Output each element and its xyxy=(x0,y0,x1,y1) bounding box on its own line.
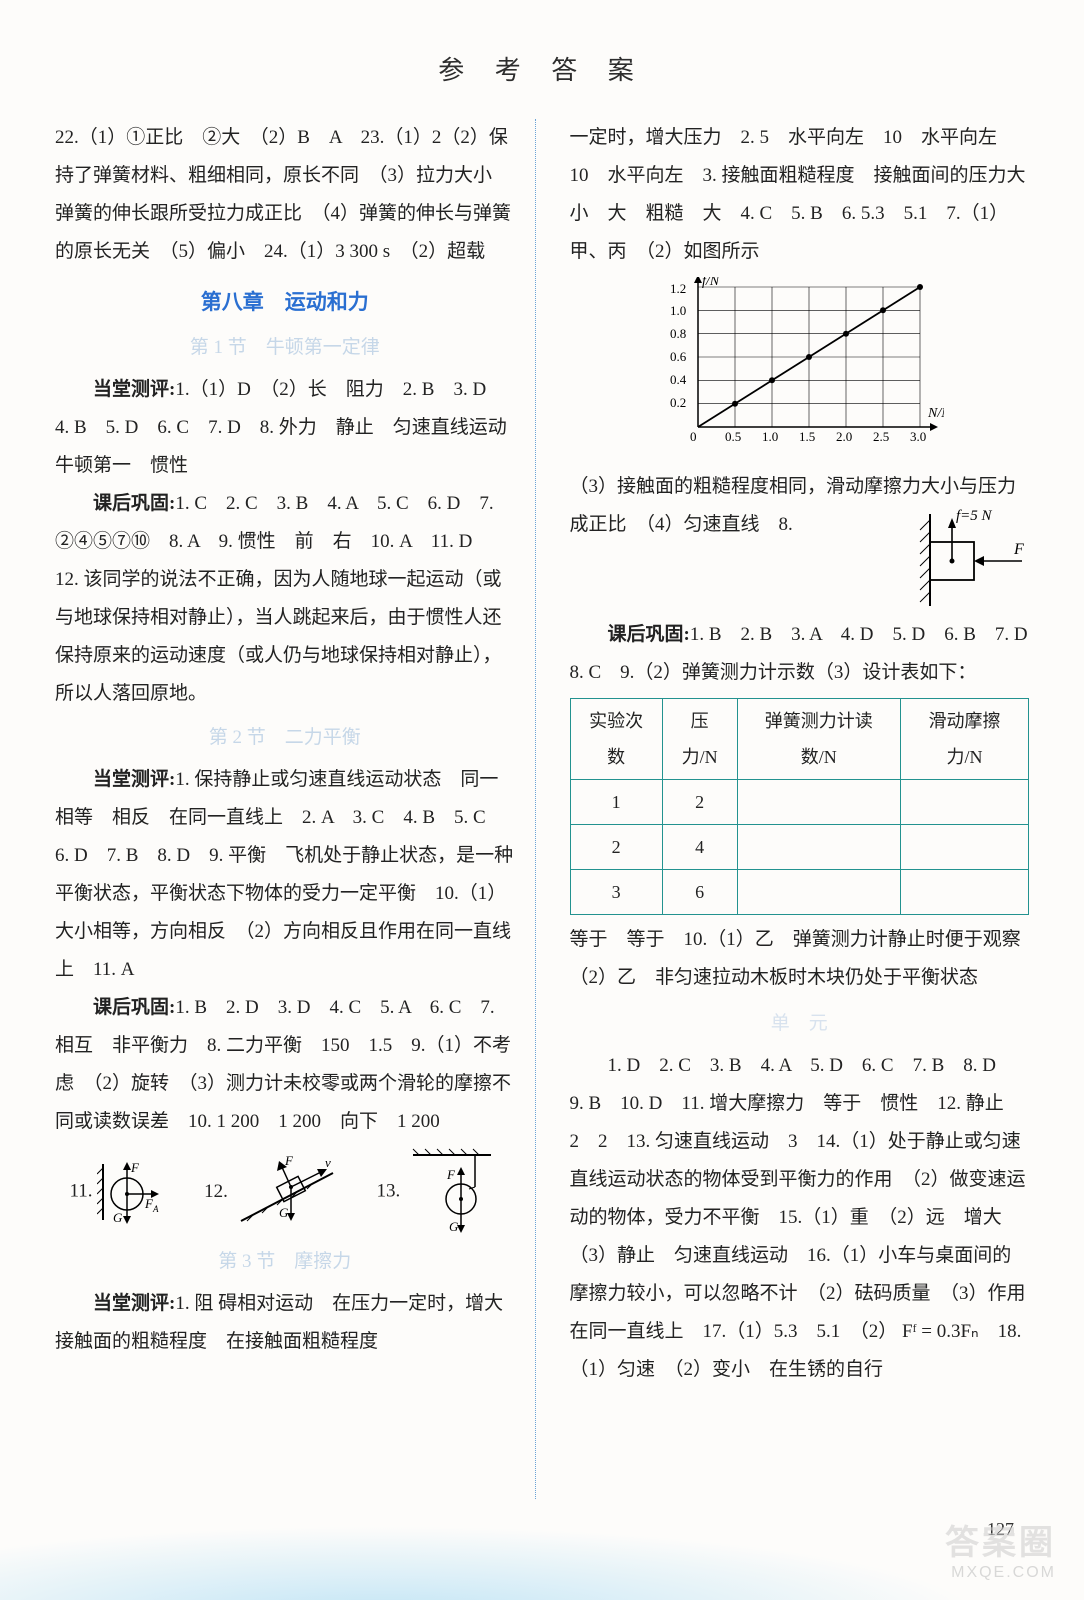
svg-text:v: v xyxy=(325,1155,331,1170)
diag-11-label: 11. xyxy=(69,1180,92,1201)
svg-text:f/N: f/N xyxy=(702,277,720,289)
td: 1 xyxy=(570,780,662,825)
diag-13-label: 13. xyxy=(377,1180,401,1201)
svg-text:1.2: 1.2 xyxy=(670,281,686,296)
th-1: 压力/N xyxy=(662,699,737,780)
diagram-11-svg: F FA G xyxy=(97,1158,175,1226)
chapter-heading: 第八章 运动和力 xyxy=(55,281,515,323)
td: 2 xyxy=(570,825,662,870)
td xyxy=(901,825,1029,870)
td: 2 xyxy=(662,780,737,825)
s2-dangtang: 当堂测评:1. 保持静止或匀速直线运动状态 同一 相等 相反 在同一直线上 2.… xyxy=(55,761,515,989)
diagram-13: 13. F xyxy=(377,1147,501,1237)
s2-dangtang-label: 当堂测评: xyxy=(93,769,175,790)
s3-kehou-label: 课后巩固: xyxy=(608,624,690,645)
td xyxy=(901,870,1029,915)
svg-text:0.8: 0.8 xyxy=(670,326,686,341)
experiment-table: 实验次数 压力/N 弹簧测力计读数/N 滑动摩擦力/N 1 2 2 4 xyxy=(570,698,1030,915)
td: 3 xyxy=(570,870,662,915)
diagram-12-svg: F v G xyxy=(233,1155,348,1230)
s3-dangtang-label: 当堂测评: xyxy=(93,1293,175,1314)
svg-text:F: F xyxy=(130,1160,140,1175)
left-column: 22.（1）①正比 ②大 （2）B A 23.（1）2（2）保持了弹簧材料、粗细… xyxy=(55,119,536,1499)
unit-heading: 单 元 xyxy=(570,1005,1030,1043)
s3-dangtang: 当堂测评:1. 阻 碍相对运动 在压力一定时，增大接触面的粗糙程度 在接触面粗糙… xyxy=(55,1285,515,1361)
section-1-heading: 第 1 节 牛顿第一定律 xyxy=(55,329,515,367)
svg-text:N/N: N/N xyxy=(927,406,944,421)
th-0: 实验次数 xyxy=(570,699,662,780)
td xyxy=(901,780,1029,825)
watermark: 答案圈 MXQE.COM xyxy=(945,1515,1056,1582)
diagram-13-svg: F G xyxy=(405,1147,500,1237)
svg-text:1.0: 1.0 xyxy=(670,303,686,318)
s1-kehou-label: 课后巩固: xyxy=(93,493,175,514)
th-2: 弹簧测力计读数/N xyxy=(737,699,901,780)
svg-text:1.0: 1.0 xyxy=(762,429,778,444)
svg-text:0: 0 xyxy=(690,429,697,444)
svg-text:F: F xyxy=(446,1167,456,1182)
fn-graph: f/N N/N 0 0.5 1.0 1.5 2.0 2.5 3.0 0.2 0.4 0.… xyxy=(654,277,944,462)
s1-kehou: 课后巩固:1. C 2. C 3. B 4. A 5. C 6. D 7. ②④… xyxy=(55,485,515,713)
watermark-line1: 答案圈 xyxy=(945,1515,1056,1564)
svg-text:2.5: 2.5 xyxy=(873,429,889,444)
th-3: 滑动摩擦力/N xyxy=(901,699,1029,780)
svg-text:1.5: 1.5 xyxy=(799,429,815,444)
svg-text:0.6: 0.6 xyxy=(670,349,687,364)
diag-12-label: 12. xyxy=(204,1180,228,1201)
table-row: 3 6 xyxy=(570,870,1029,915)
s1-dangtang-label: 当堂测评: xyxy=(93,379,175,400)
svg-text:FA: FA xyxy=(144,1196,159,1214)
svg-text:G: G xyxy=(449,1219,459,1234)
td: 6 xyxy=(662,870,737,915)
s1-dangtang: 当堂测评:1.（1）D （2）长 阻力 2. B 3. D 4. B 5. D … xyxy=(55,371,515,485)
right-p3: 等于 等于 10.（1）乙 弹簧测力计静止时便于观察 （2）乙 非匀速拉动木板时… xyxy=(570,921,1030,997)
diagram-11: 11. F FA xyxy=(69,1158,175,1226)
section-3-heading: 第 3 节 摩擦力 xyxy=(55,1243,515,1281)
s2-dangtang-text: 1. 保持静止或匀速直线运动状态 同一 相等 相反 在同一直线上 2. A 3.… xyxy=(55,769,517,980)
svg-text:G: G xyxy=(113,1210,123,1225)
svg-text:G: G xyxy=(279,1205,289,1220)
unit-answers: 1. D 2. C 3. B 4. A 5. D 6. C 7. B 8. D … xyxy=(570,1047,1030,1389)
diagram-12: 12. F v xyxy=(204,1155,348,1230)
fig8-f-label: f=5 N xyxy=(956,508,993,524)
svg-text:F: F xyxy=(284,1155,294,1168)
s1-kehou-text: 1. C 2. C 3. B 4. A 5. C 6. D 7. ②④⑤⑦⑩ 8… xyxy=(55,493,502,704)
svg-text:0.5: 0.5 xyxy=(725,429,741,444)
s3-kehou: 课后巩固:1. B 2. B 3. A 4. D 5. D 6. B 7. D … xyxy=(570,616,1030,692)
fig8-F-label: F xyxy=(1013,541,1024,558)
s2-kehou: 课后巩固:1. B 2. D 3. D 4. C 5. A 6. C 7. 相互… xyxy=(55,989,515,1141)
svg-text:0.4: 0.4 xyxy=(670,372,687,387)
page-title: 参 考 答 案 xyxy=(55,50,1029,87)
right-p1: 一定时，增大压力 2. 5 水平向左 10 水平向左 10 水平向左 3. 接触… xyxy=(570,119,1030,271)
s2-kehou-label: 课后巩固: xyxy=(93,997,175,1018)
td: 4 xyxy=(662,825,737,870)
diagram-row: 11. F FA xyxy=(55,1147,515,1237)
figure-8: f=5 N F xyxy=(914,506,1029,616)
svg-text:2.0: 2.0 xyxy=(836,429,852,444)
left-p1: 22.（1）①正比 ②大 （2）B A 23.（1）2（2）保持了弹簧材料、粗细… xyxy=(55,119,515,271)
right-p2: （3）接触面的粗糙程度相同，滑动摩擦力大小与压力成正比 （4）匀速直线 8. f… xyxy=(570,468,1030,544)
section-2-heading: 第 2 节 二力平衡 xyxy=(55,719,515,757)
right-column: 一定时，增大压力 2. 5 水平向左 10 水平向左 10 水平向左 3. 接触… xyxy=(564,119,1030,1499)
td xyxy=(737,825,901,870)
table-row: 2 4 xyxy=(570,825,1029,870)
td xyxy=(737,780,901,825)
svg-text:0.2: 0.2 xyxy=(670,395,686,410)
watermark-line2: MXQE.COM xyxy=(945,1564,1056,1582)
table-row: 1 2 xyxy=(570,780,1029,825)
svg-text:3.0: 3.0 xyxy=(910,429,926,444)
columns: 22.（1）①正比 ②大 （2）B A 23.（1）2（2）保持了弹簧材料、粗细… xyxy=(55,119,1029,1499)
td xyxy=(737,870,901,915)
